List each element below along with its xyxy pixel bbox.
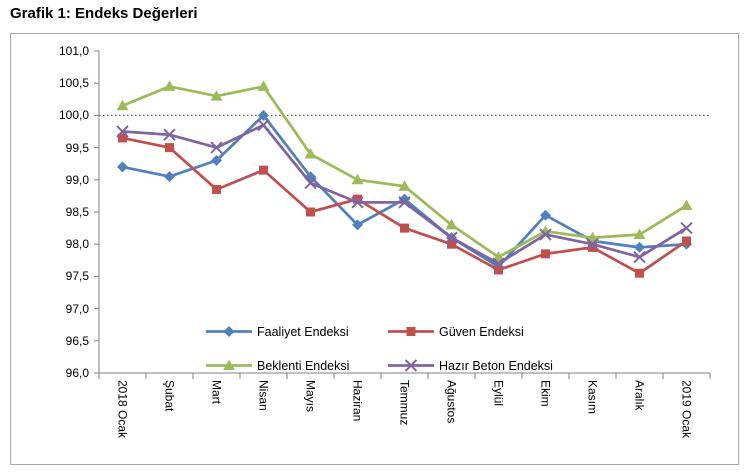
legend-label: Hazır Beton Endeksi [439,358,553,373]
legend-item-faaliyet-endeksi: Faaliyet Endeksi [206,324,349,339]
data-point-hazir-beton-endeksi [116,125,129,138]
legend-label: Beklenti Endeksi [257,358,350,373]
data-point-beklenti-endeksi [492,251,505,262]
data-point-beklenti-endeksi [163,80,176,91]
data-point-hazir-beton-endeksi [163,128,176,141]
x-tick-label: Ağustos [444,380,459,424]
plot-canvas [94,50,711,379]
data-point-guven-endeksi [682,236,691,246]
legend-marker-faaliyet-endeksi [223,326,235,337]
y-tick-label: 98,5 [65,205,89,219]
data-point-guven-endeksi [588,242,597,252]
data-point-beklenti-endeksi [398,180,411,191]
data-point-faaliyet-endeksi [540,209,551,221]
series-line-faaliyet-endeksi [121,114,688,269]
data-point-guven-endeksi [494,265,503,275]
data-point-guven-endeksi [635,268,644,278]
legend-label: Güven Endeksi [439,324,524,339]
y-tick-label: 96,0 [65,366,89,380]
data-point-beklenti-endeksi [445,218,458,230]
data-point-beklenti-endeksi [304,148,317,159]
y-tick-label: 97,5 [65,269,89,284]
x-tick-label: Şubat [162,380,177,412]
data-point-guven-endeksi [400,223,409,233]
data-point-guven-endeksi [447,239,456,249]
data-point-beklenti-endeksi [116,99,129,111]
data-point-hazir-beton-endeksi [445,231,458,244]
chart-title: Grafik 1: Endeks Değerleri [10,5,198,22]
y-tick-label: 98,0 [65,237,89,252]
data-point-guven-endeksi [165,143,174,153]
x-marker-icon [388,359,434,372]
data-point-hazir-beton-endeksi [304,176,317,190]
data-point-beklenti-endeksi [680,199,693,211]
x-tick-label: Mayıs [303,380,318,413]
data-point-beklenti-endeksi [539,225,552,236]
y-tick-label: 100,5 [58,76,89,91]
x-tick-label: Kasım [585,380,600,415]
legend-item-beklenti-endeksi: Beklenti Endeksi [206,358,349,373]
data-point-beklenti-endeksi [633,228,646,240]
data-point-guven-endeksi [353,194,362,204]
data-point-faaliyet-endeksi [211,154,222,166]
data-point-hazir-beton-endeksi [539,228,552,241]
x-tick-label: Haziran [350,380,365,422]
y-tick-label: 100,0 [58,108,89,123]
data-point-beklenti-endeksi [257,80,270,91]
legend-marker-beklenti-endeksi [223,359,235,370]
square-marker-icon [388,327,434,336]
data-point-faaliyet-endeksi [258,109,269,121]
legend-marker-guven-endeksi [406,327,416,336]
y-tick-label: 99,5 [65,140,89,155]
series-beklenti-endeksi [116,80,693,262]
data-point-beklenti-endeksi [586,231,599,243]
data-point-hazir-beton-endeksi [210,141,223,154]
data-point-hazir-beton-endeksi [492,257,505,270]
legend-marker-hazir-beton-endeksi [404,359,418,372]
data-point-beklenti-endeksi [351,173,364,185]
diamond-marker-icon [206,326,252,337]
data-point-hazir-beton-endeksi [633,250,646,264]
legend-label: Faaliyet Endeksi [257,324,349,339]
x-tick-label: Aralık [632,380,647,411]
data-point-hazir-beton-endeksi [680,221,693,235]
series-hazir-beton-endeksi [116,118,693,270]
legend-item-hazir-beton-endeksi: Hazır Beton Endeksi [388,358,553,373]
legend-item-guven-endeksi: Güven Endeksi [388,324,524,339]
data-point-faaliyet-endeksi [164,171,175,183]
data-point-hazir-beton-endeksi [351,196,364,209]
x-tick-label: 2019 Ocak [679,380,694,439]
x-tick-label: Nisan [256,380,271,411]
x-tick-label: Temmuz [397,380,412,426]
data-point-guven-endeksi [306,207,315,217]
data-point-guven-endeksi [212,184,221,194]
y-tick-label: 101,0 [58,44,89,58]
y-tick-label: 99,0 [65,172,89,187]
data-point-hazir-beton-endeksi [586,237,599,251]
chart-area: 101,0 100,5 100,0 99,5 99,0 98,5 98,0 97,5 97,0 9… [10,33,739,465]
data-point-faaliyet-endeksi [634,241,645,253]
x-tick-label: Mart [209,380,224,404]
x-tick-label: Ekim [538,380,553,407]
data-point-guven-endeksi [259,165,268,175]
data-point-guven-endeksi [541,249,550,259]
y-tick-label: 97,0 [65,301,89,316]
data-point-beklenti-endeksi [210,90,223,101]
x-tick-label: 2018 Ocak [115,380,130,439]
y-tick-label: 96,5 [65,333,89,348]
data-point-guven-endeksi [118,133,127,143]
triangle-marker-icon [206,359,252,370]
data-point-faaliyet-endeksi [352,219,363,231]
x-tick-label: Eylül [491,380,506,407]
data-point-hazir-beton-endeksi [398,196,411,209]
series-guven-endeksi [118,133,691,278]
series-line-guven-endeksi [121,136,688,275]
data-point-faaliyet-endeksi [117,161,128,173]
data-point-hazir-beton-endeksi [257,118,270,132]
